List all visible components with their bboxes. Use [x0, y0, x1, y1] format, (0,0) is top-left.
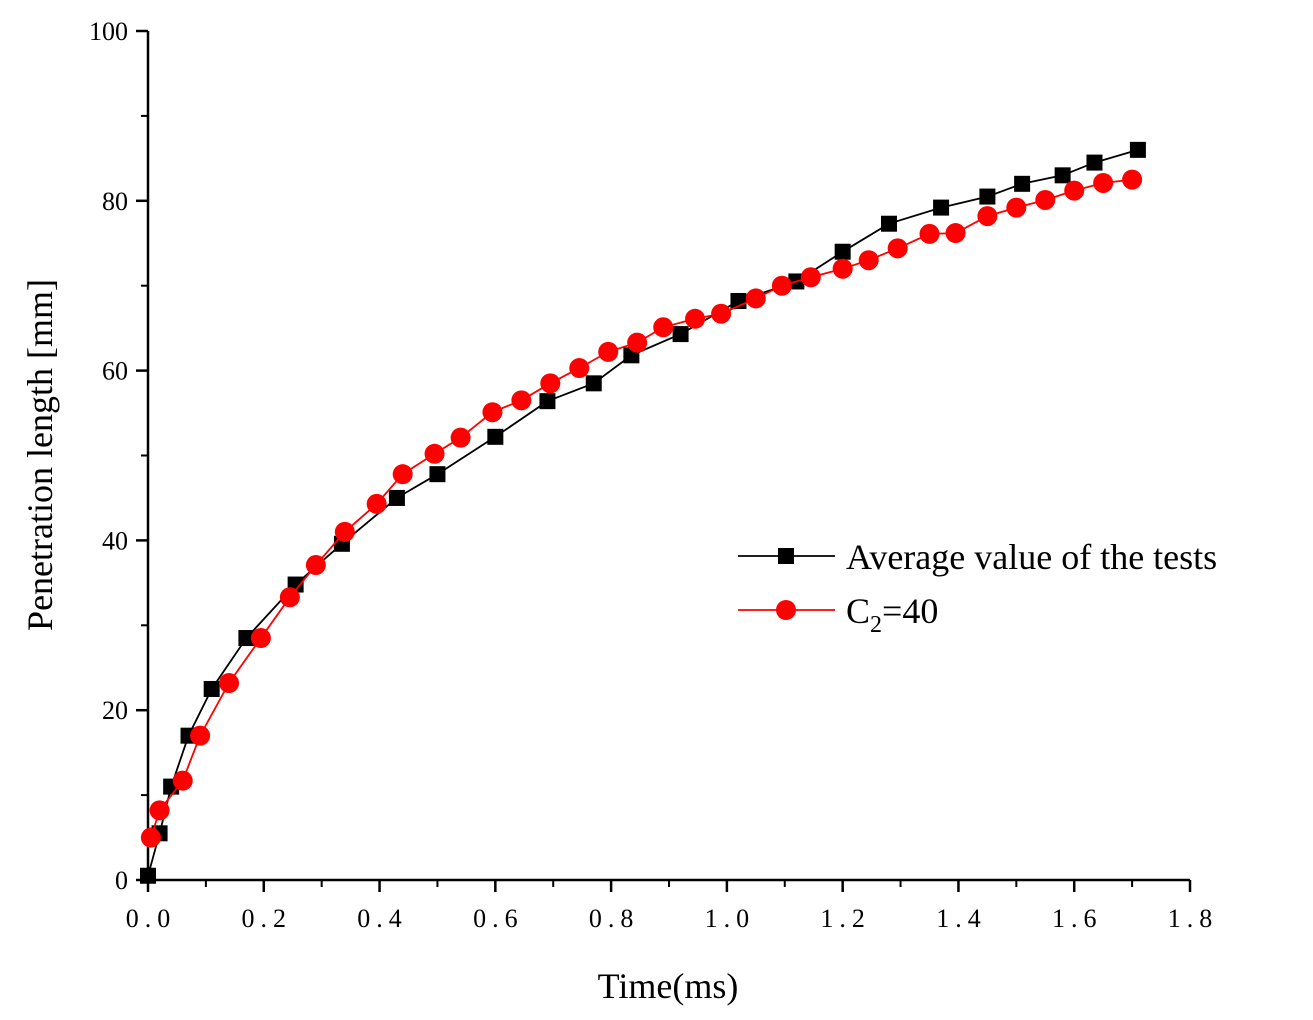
data-point: [1086, 154, 1103, 171]
series-1: [140, 169, 1143, 848]
data-point: [585, 375, 602, 392]
data-point: [672, 326, 689, 343]
data-point: [424, 443, 445, 464]
legend-marker: [778, 548, 794, 564]
data-point: [569, 358, 590, 379]
data-point: [834, 243, 851, 260]
x-tick-label: 0.8: [589, 904, 640, 933]
data-point: [172, 770, 193, 791]
data-point: [279, 587, 300, 608]
series-line: [147, 149, 1139, 877]
data-point: [1093, 172, 1114, 193]
data-point: [203, 680, 220, 697]
data-point: [450, 427, 471, 448]
data-point: [887, 238, 908, 259]
y-tick-label: 0: [115, 866, 128, 895]
data-point: [771, 275, 792, 296]
legend-entry: Average value of the tests: [738, 537, 1217, 577]
x-tick-label: 1.0: [705, 904, 756, 933]
data-point: [1035, 189, 1056, 210]
data-point: [1014, 175, 1031, 192]
data-point: [140, 867, 156, 884]
data-point: [305, 555, 326, 576]
data-point: [858, 250, 879, 271]
data-point: [832, 258, 853, 279]
data-point: [653, 317, 674, 338]
data-point: [933, 199, 950, 216]
data-point: [190, 725, 211, 746]
data-point: [334, 521, 355, 542]
x-tick-label: 1.6: [1052, 904, 1103, 933]
data-point: [800, 267, 821, 288]
data-point: [219, 673, 240, 694]
legend-label: Average value of the tests: [846, 537, 1217, 577]
y-tick-label: 80: [102, 187, 128, 216]
x-tick-label: 0.2: [242, 904, 293, 933]
data-point: [945, 223, 966, 244]
data-point: [1054, 167, 1071, 184]
y-axis-title: Penetration length [mm]: [20, 279, 60, 631]
legend-label-rest: =40: [882, 591, 938, 631]
series-line: [150, 178, 1133, 838]
data-point: [711, 303, 732, 324]
y-tick-label: 60: [102, 357, 128, 386]
x-tick-label: 0.0: [126, 904, 177, 933]
data-point: [539, 393, 556, 410]
x-tick-label: 1.2: [820, 904, 871, 933]
data-point: [511, 390, 532, 411]
legend-label: C2=40: [846, 591, 938, 638]
data-point: [366, 493, 387, 514]
series-0: [140, 141, 1146, 884]
x-tick-label: 0.6: [473, 904, 524, 933]
data-point: [1006, 197, 1027, 218]
data-point: [140, 827, 161, 848]
series-layer: [140, 141, 1146, 884]
data-point: [979, 188, 996, 205]
legend-label-subscript: 2: [870, 612, 882, 638]
data-point: [482, 402, 503, 423]
data-point: [598, 341, 619, 362]
data-point: [1122, 169, 1143, 190]
legend-entry: C2=40: [738, 591, 938, 638]
data-point: [250, 628, 271, 649]
data-point: [149, 800, 170, 821]
y-tick-label: 20: [102, 696, 128, 725]
axes: 0 20 40 60 80 100 0.0 0.2 0.4 0.6 0.8 1.0 1.2 1.4 1.6 1…: [89, 17, 1219, 933]
x-axis-title: Time(ms): [598, 966, 739, 1006]
y-tick-label: 40: [102, 526, 128, 555]
data-point: [392, 464, 413, 485]
data-point: [977, 206, 998, 227]
data-point: [1064, 180, 1085, 201]
data-point: [238, 630, 255, 647]
data-point: [627, 332, 648, 353]
data-point: [1129, 141, 1146, 158]
data-point: [429, 466, 446, 483]
data-point: [540, 373, 561, 394]
data-point: [487, 428, 504, 445]
y-tick-label: 100: [89, 17, 128, 46]
data-point: [388, 489, 405, 506]
data-point: [880, 215, 897, 232]
data-point: [745, 288, 766, 309]
data-point: [685, 308, 706, 329]
x-tick-label: 1.8: [1168, 904, 1219, 933]
legend-label-main: C: [846, 591, 870, 631]
legend: Average value of the tests C2=40: [738, 537, 1217, 638]
legend-marker: [776, 600, 796, 620]
x-tick-label: 0.4: [357, 904, 408, 933]
data-point: [919, 223, 940, 244]
x-tick-label: 1.4: [936, 904, 987, 933]
